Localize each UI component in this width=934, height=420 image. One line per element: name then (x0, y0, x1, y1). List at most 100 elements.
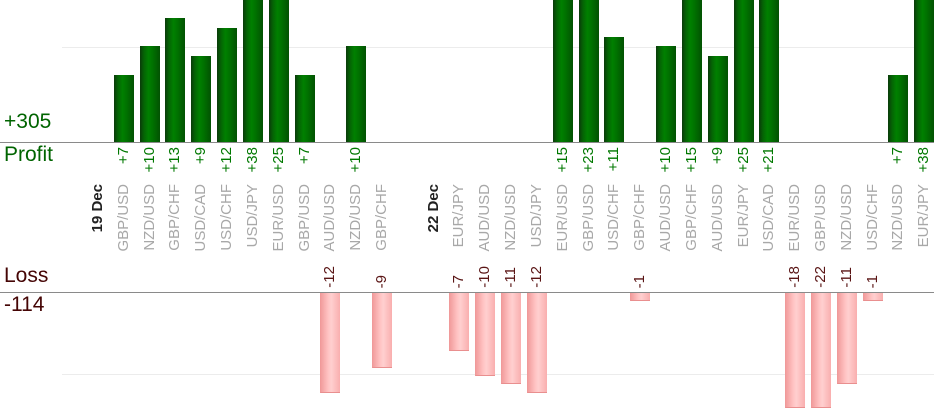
profit-bar (733, 0, 754, 142)
profit-value-label: +25 (734, 147, 752, 173)
currency-pair-label: NZD/USD (347, 184, 365, 251)
profit-bar (707, 56, 728, 142)
currency-pair-label: GBP/USD (811, 184, 829, 252)
profit-value-label: +10 (347, 147, 365, 173)
currency-pair-label: AUD/USD (657, 184, 675, 252)
profit-bar (914, 0, 934, 142)
profit-bar (268, 0, 289, 142)
currency-pair-label: GBP/USD (114, 184, 132, 252)
profit-value-label: +13 (166, 147, 184, 173)
currency-pair-label: NZD/USD (502, 184, 520, 251)
currency-pair-label: NZD/USD (889, 184, 907, 251)
profit-bar (681, 0, 702, 142)
loss-bar (475, 293, 496, 376)
currency-pair-label: USD/CHF (863, 184, 881, 251)
currency-pair-label: GBP/CHF (631, 184, 649, 251)
profit-plot-area (0, 0, 934, 143)
currency-pair-label: GBP/CHF (373, 184, 391, 251)
profit-bar (139, 46, 160, 142)
currency-pair-label: GBP/USD (295, 184, 313, 252)
profit-bar (242, 0, 263, 142)
currency-pair-label: USD/JPY (527, 184, 545, 248)
currency-pair-label: USD/CHF (605, 184, 623, 251)
profit-value-label: +21 (760, 147, 778, 173)
loss-value-label: -1 (863, 274, 881, 288)
profit-total-label: +305 (4, 110, 52, 133)
profit-bar (604, 37, 625, 142)
currency-pair-label: GBP/CHF (682, 184, 700, 251)
currency-pair-label: NZD/USD (140, 184, 158, 251)
loss-bar (862, 293, 883, 301)
profit-value-label: +9 (708, 147, 726, 165)
currency-pair-label: NZD/USD (837, 184, 855, 251)
profit-value-label: +23 (579, 147, 597, 173)
profit-value-label: +7 (295, 147, 313, 165)
currency-pair-label: GBP/CHF (166, 184, 184, 251)
profit-value-label: +25 (269, 147, 287, 173)
loss-value-label: -12 (321, 266, 339, 288)
currency-pair-label: AUD/USD (476, 184, 494, 252)
currency-pair-label: GBP/USD (579, 184, 597, 252)
loss-total-label: -114 (4, 293, 45, 316)
loss-value-label: -18 (786, 266, 804, 288)
currency-pair-label: AUD/USD (321, 184, 339, 252)
profit-bar (346, 46, 367, 142)
loss-value-label: -12 (527, 266, 545, 288)
profit-bar (759, 0, 780, 142)
currency-pair-label: EUR/JPY (450, 184, 468, 248)
profit-bar (165, 18, 186, 142)
profit-bar (656, 46, 677, 142)
loss-bar (320, 293, 341, 393)
profit-bar (578, 0, 599, 142)
loss-bar (449, 293, 470, 351)
profit-bar (888, 75, 909, 142)
profit-bar (552, 0, 573, 142)
profit-value-label: +10 (140, 147, 158, 173)
loss-bar (785, 293, 806, 408)
profit-value-label: +15 (553, 147, 571, 173)
loss-value-label: -11 (837, 267, 855, 288)
profit-gridline (62, 47, 934, 48)
loss-bar (836, 293, 857, 384)
profit-value-label: +38 (915, 147, 933, 173)
currency-pair-label: EUR/JPY (915, 184, 933, 248)
currency-pair-label: USD/CAD (192, 184, 210, 252)
loss-bar (630, 293, 651, 301)
profit-value-label: +12 (218, 147, 236, 173)
profit-bar (294, 75, 315, 142)
loss-value-label: -1 (631, 274, 649, 288)
currency-pair-label: EUR/USD (269, 184, 287, 252)
currency-pair-label: EUR/USD (553, 184, 571, 252)
date-label: 22 Dec (424, 184, 442, 233)
profit-bar (191, 56, 212, 142)
loss-gridline (62, 374, 934, 375)
currency-pair-label: EUR/USD (786, 184, 804, 252)
loss-value-label: -11 (502, 267, 520, 288)
profit-axis-label: Profit (4, 143, 54, 166)
profit-value-label: +10 (657, 147, 675, 173)
loss-value-label: -7 (450, 274, 468, 288)
loss-bar (372, 293, 393, 368)
profit-bar (113, 75, 134, 142)
loss-value-label: -9 (373, 274, 391, 288)
profit-value-label: +7 (114, 147, 132, 165)
currency-pair-label: EUR/JPY (734, 184, 752, 248)
profit-value-label: +7 (889, 147, 907, 165)
loss-value-label: -10 (476, 266, 494, 288)
loss-plot-area (0, 292, 934, 408)
currency-pair-label: USD/CAD (760, 184, 778, 252)
profit-value-label: +9 (192, 147, 210, 165)
currency-pair-label: USD/JPY (243, 184, 261, 248)
profit-value-label: +15 (682, 147, 700, 173)
loss-bar (526, 293, 547, 393)
loss-value-label: -22 (811, 266, 829, 288)
loss-bar (501, 293, 522, 384)
loss-bar (810, 293, 831, 408)
profit-bar (217, 28, 238, 142)
loss-axis-label: Loss (4, 264, 49, 287)
currency-pair-label: USD/CHF (218, 184, 236, 251)
profit-value-label: +38 (243, 147, 261, 173)
profit-value-label: +11 (605, 147, 623, 172)
date-label: 19 Dec (89, 184, 106, 233)
